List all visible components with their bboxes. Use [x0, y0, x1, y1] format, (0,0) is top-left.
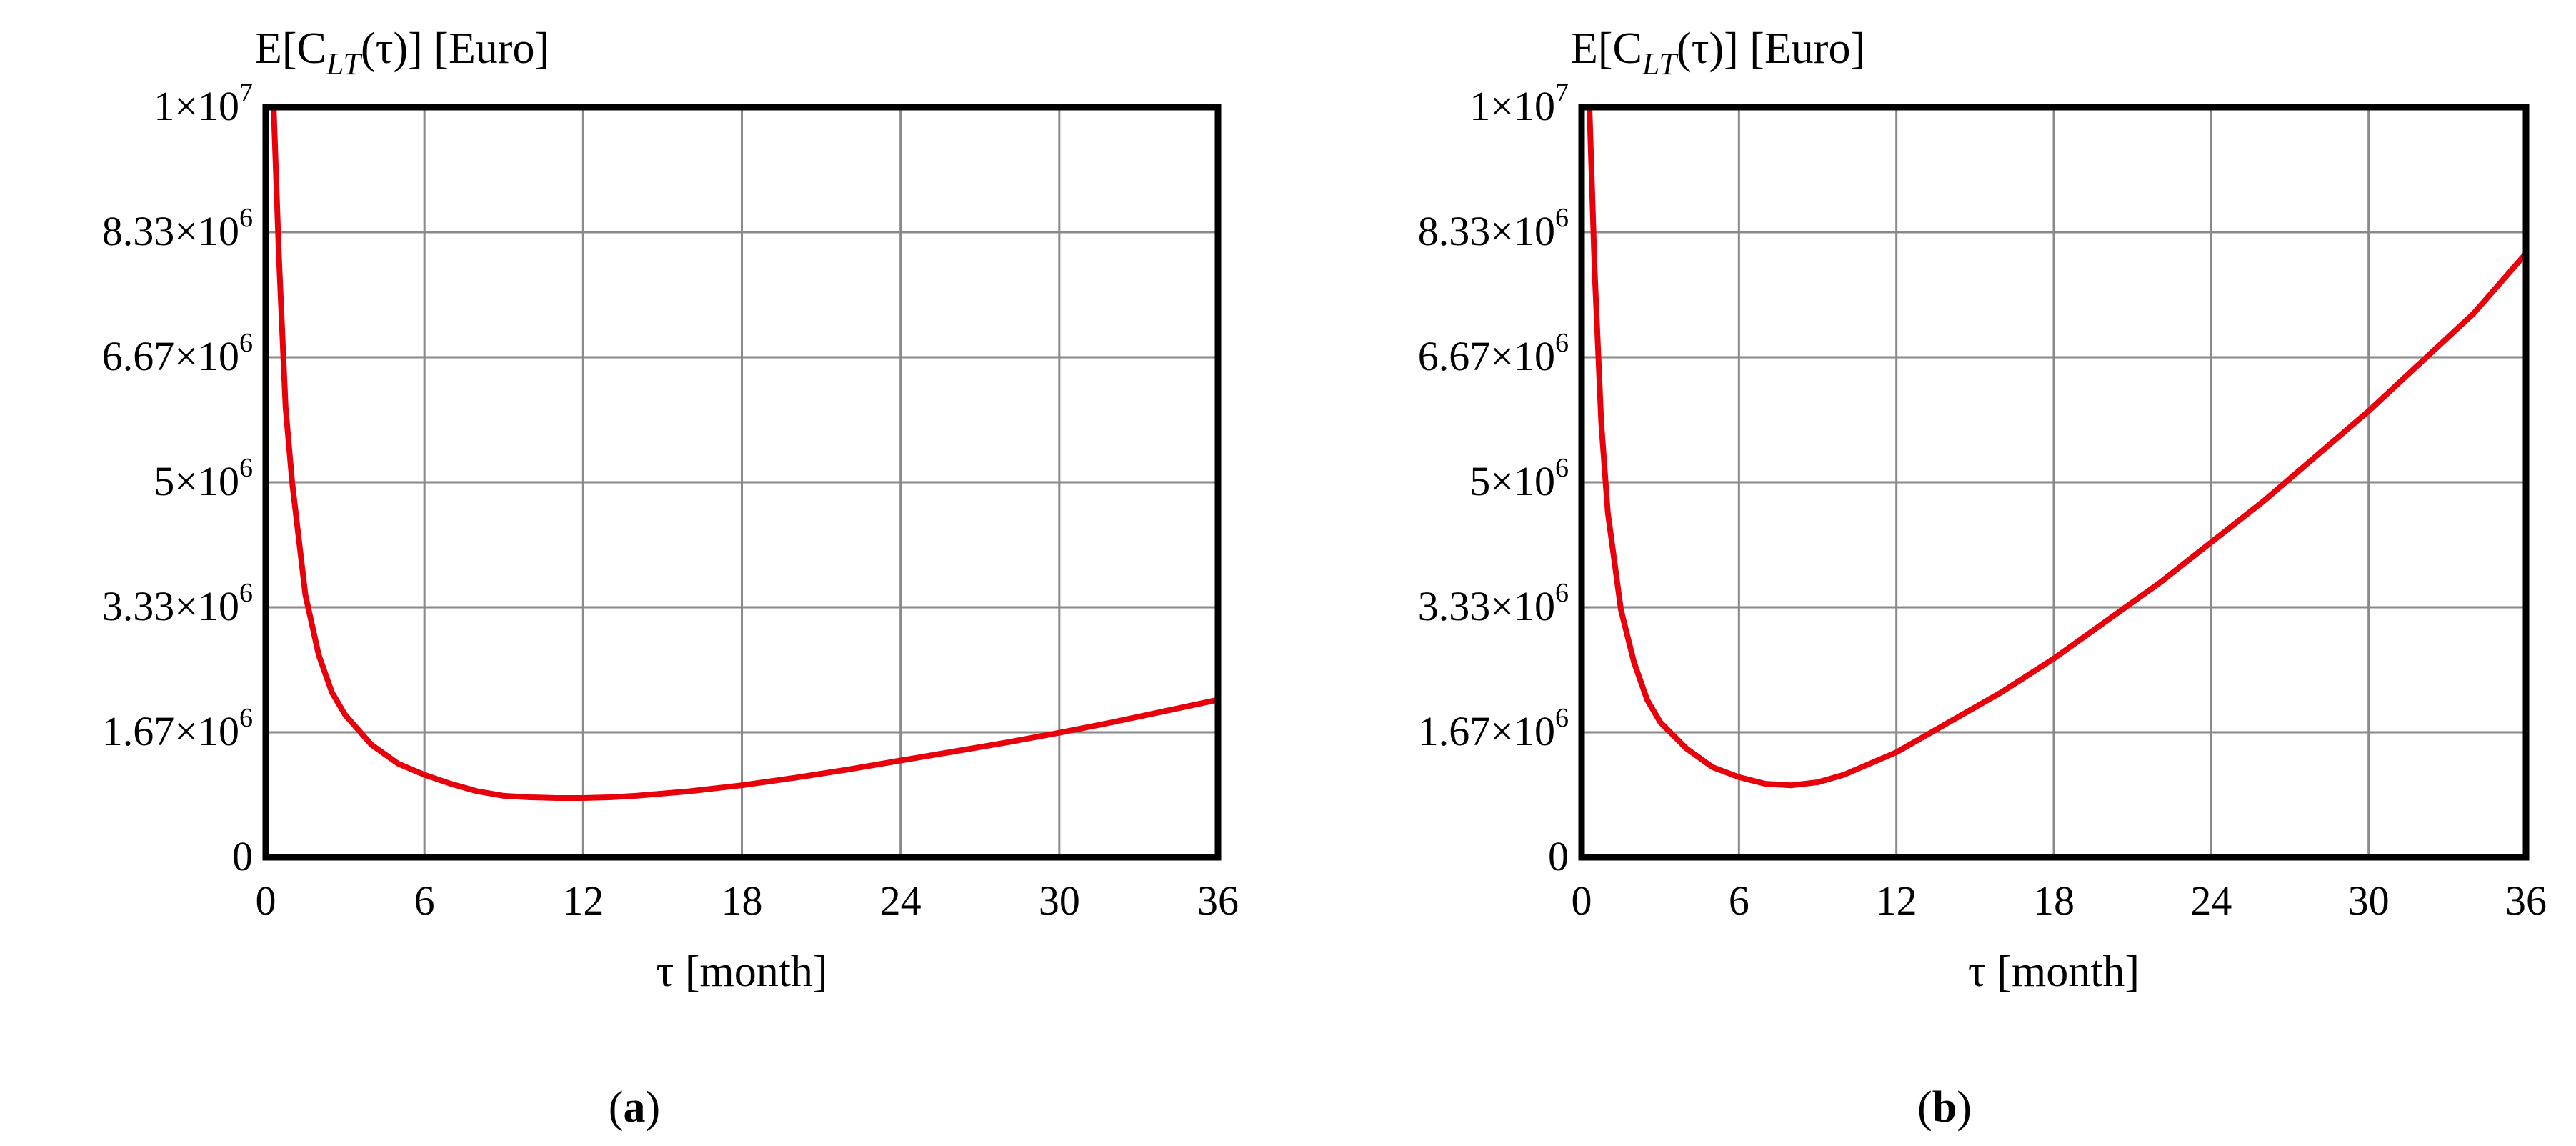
y-tick-label: 8.33×106	[1418, 203, 1569, 254]
y-tick-label: 1×107	[1469, 78, 1569, 129]
y-tick-label: 8.33×106	[102, 203, 253, 254]
y-tick-label: 0	[232, 833, 253, 880]
chart-panel-a: 0 6 12 18 24 30 36 0 1.67×106 3.33×106 5×106 6.67×1…	[102, 24, 1239, 1132]
x-tick-label: 36	[1197, 877, 1239, 924]
series-line	[1587, 104, 2529, 789]
x-tick-label: 12	[562, 877, 604, 924]
x-tick-label: 0	[256, 877, 276, 924]
x-axis-label: τ [month]	[656, 947, 827, 996]
x-tick-label: 0	[1572, 877, 1592, 924]
chart-panel-b: 0 6 12 18 24 30 36 0 1.67×106 3.33×106 5×106 6.67×1…	[1418, 24, 2547, 1132]
y-tick-label: 3.33×106	[102, 578, 253, 629]
x-tick-label: 30	[1039, 877, 1080, 924]
x-axis-label: τ [month]	[1968, 947, 2140, 996]
panel-caption: (a)	[609, 1083, 660, 1132]
y-tick-label: 0	[1548, 833, 1569, 880]
y-tick-label: 1.67×106	[102, 703, 253, 754]
y-tick-label: 3.33×106	[1418, 578, 1569, 629]
y-tick-label: 5×106	[1469, 453, 1569, 504]
plot-frame	[1578, 104, 2530, 861]
x-tick-label: 30	[2348, 877, 2390, 924]
x-tick-label: 12	[1876, 877, 1917, 924]
panel-caption: (b)	[1917, 1083, 1972, 1132]
y-axis-label: E[CLT(τ)] [Euro]	[1571, 24, 1865, 81]
y-axis-label: E[CLT(τ)] [Euro]	[255, 24, 549, 81]
plot-frame	[262, 104, 1222, 861]
x-tick-label: 6	[414, 877, 435, 924]
x-tick-label: 24	[2190, 877, 2232, 924]
x-tick-label: 24	[880, 877, 922, 924]
y-tick-label: 6.67×106	[1418, 328, 1569, 379]
x-tick-label: 6	[1729, 877, 1749, 924]
y-tick-label: 1.67×106	[1418, 703, 1569, 754]
x-tick-label: 18	[2033, 877, 2075, 924]
x-tick-label: 36	[2505, 877, 2547, 924]
y-tick-label: 1×107	[154, 78, 253, 129]
x-tick-label: 18	[722, 877, 763, 924]
y-tick-label: 6.67×106	[102, 328, 253, 379]
series-line	[271, 104, 1221, 801]
y-tick-label: 5×106	[154, 453, 253, 504]
